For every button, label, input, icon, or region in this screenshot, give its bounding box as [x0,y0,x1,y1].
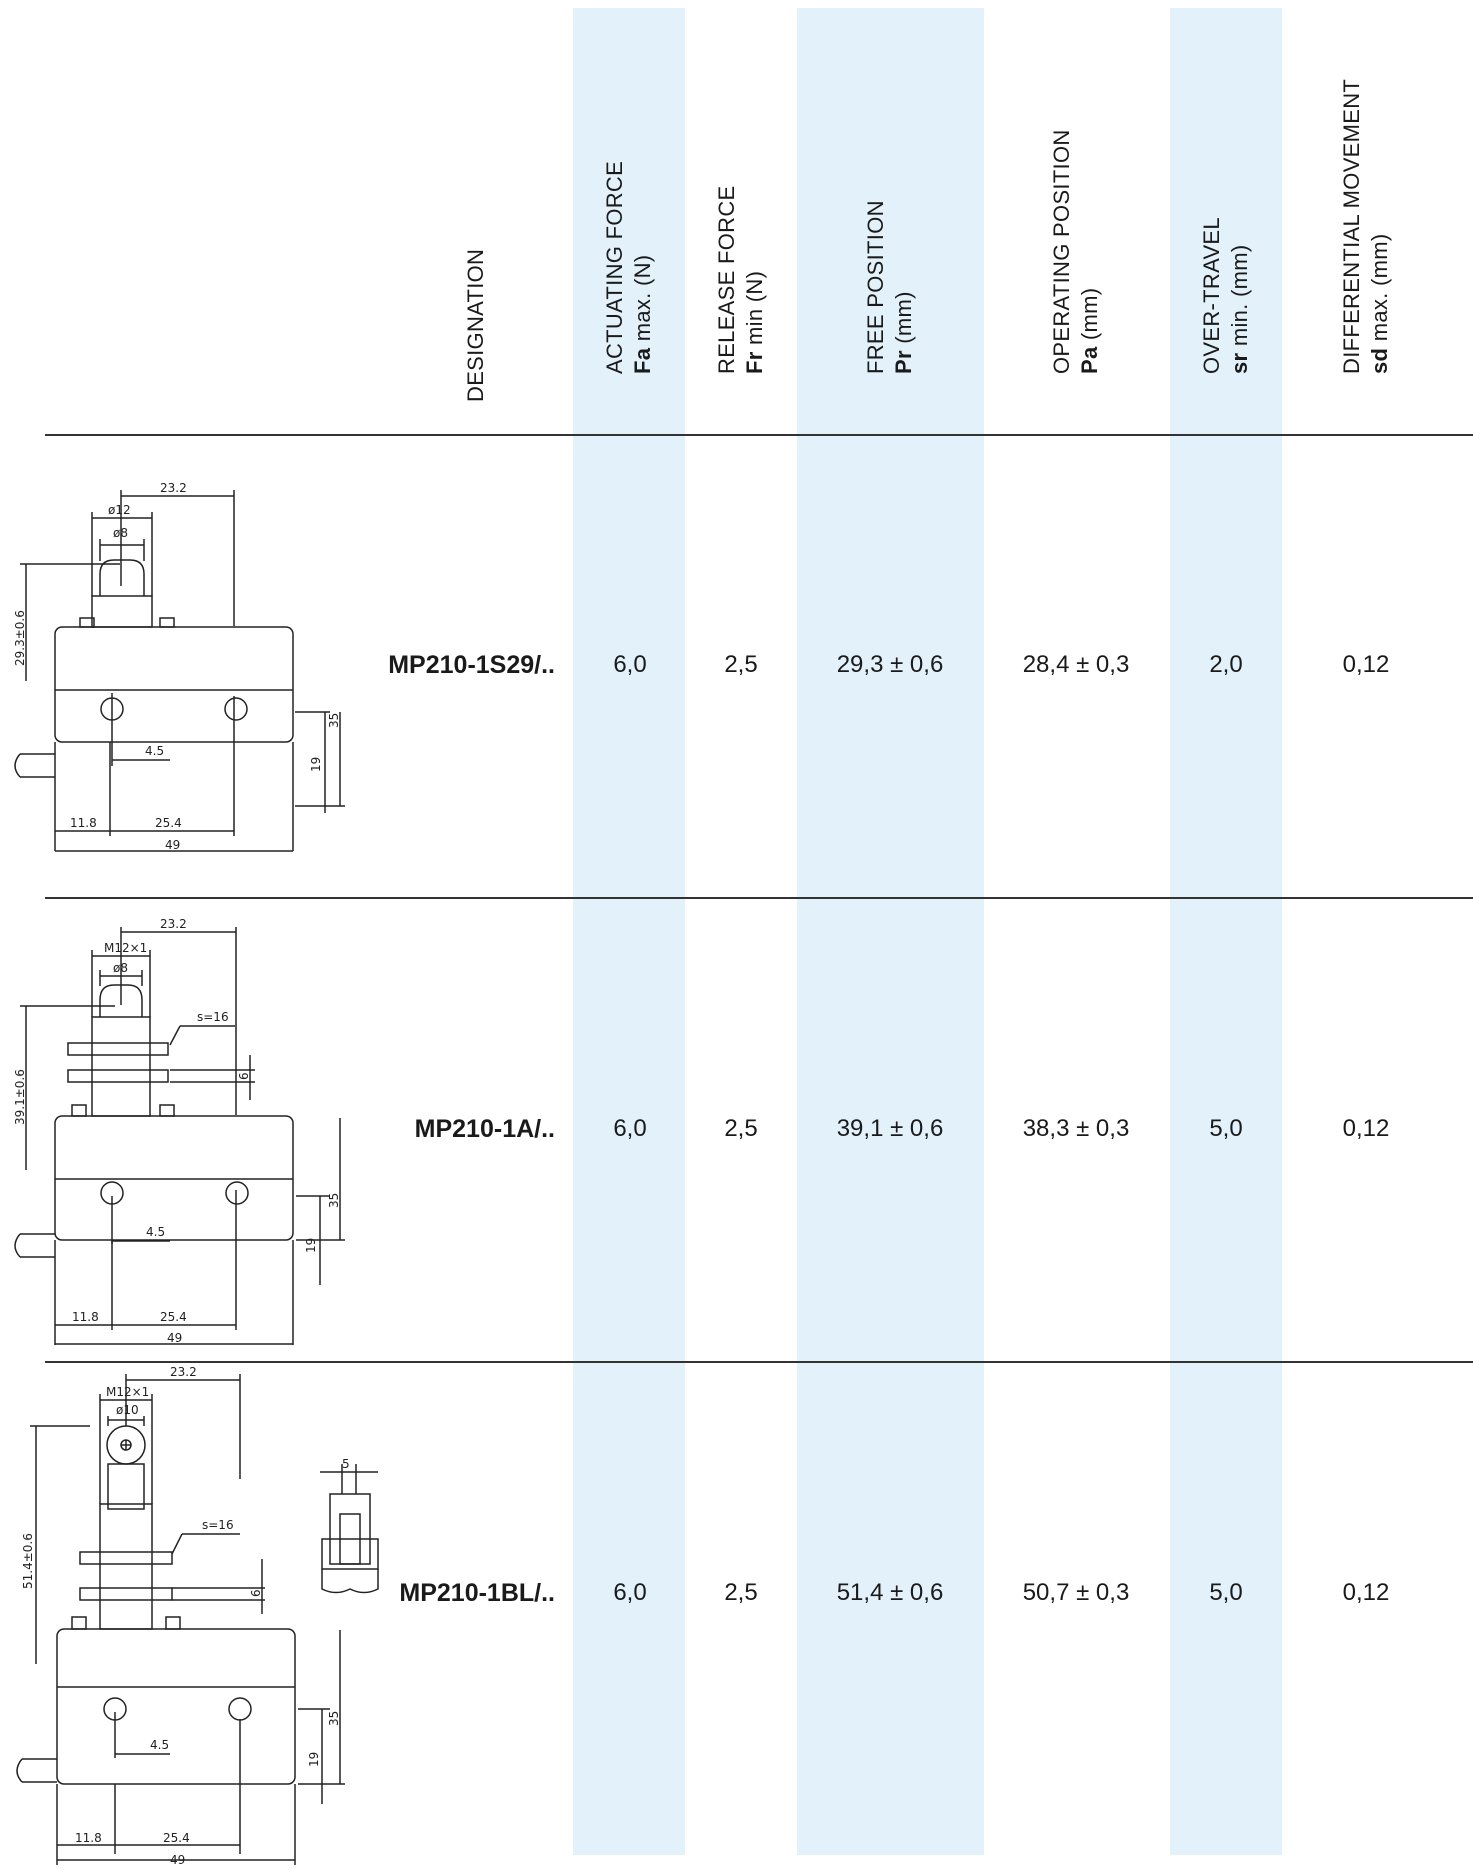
svg-text:M12×1: M12×1 [104,941,147,955]
row-divider [45,1361,1473,1363]
release-force-cell: 2,5 [724,651,758,678]
svg-text:29.3±0.6: 29.3±0.6 [13,610,27,666]
actuating-force-cell: 6,0 [613,651,647,678]
header-release-force: RELEASE FORCE Fr min (N) [714,185,767,374]
differential-movement-cell: 0,12 [1342,1115,1390,1142]
over-travel-cell: 2,0 [1209,651,1243,678]
row-divider [45,897,1473,899]
operating-position-cell: 50,7 ± 0,3 [1022,1579,1130,1606]
header-over-travel: OVER-TRAVEL sr min. (mm) [1199,217,1252,374]
technical-drawing: 23.2 ø12 ø8 4.5 11.8 25.4 49 29.3±0.6 19… [0,436,360,901]
header-operating-position: OPERATING POSITION Pa (mm) [1049,129,1102,374]
column-band-actuating-force [573,8,685,1855]
operating-position-cell: 28,4 ± 0,3 [1022,651,1130,678]
svg-text:11.8: 11.8 [75,1831,102,1845]
technical-drawing: 23.2 M12×1 ø8 s=16 6 4.5 11.8 25.4 49 39… [0,900,360,1365]
svg-text:M12×1: M12×1 [106,1385,149,1399]
svg-text:s=16: s=16 [197,1010,229,1024]
svg-text:35: 35 [327,713,341,728]
svg-text:6: 6 [249,1589,263,1597]
actuating-force-cell: 6,0 [613,1579,647,1606]
release-force-cell: 2,5 [724,1579,758,1606]
table-row: 23.2 ø12 ø8 4.5 11.8 25.4 49 29.3±0.6 19… [0,436,1473,896]
svg-text:19: 19 [307,1752,321,1767]
header-differential-movement: DIFFERENTIAL MOVEMENT sd max. (mm) [1339,78,1392,374]
differential-movement-cell: 0,12 [1342,1579,1390,1606]
column-band-free-position [797,8,984,1855]
svg-text:51.4±0.6: 51.4±0.6 [21,1533,35,1589]
svg-text:6: 6 [237,1072,251,1080]
designation-cell: MP210-1S29/.. [388,651,555,679]
svg-text:ø8: ø8 [113,961,128,975]
svg-text:ø12: ø12 [108,503,131,517]
over-travel-cell: 5,0 [1209,1579,1243,1606]
svg-text:19: 19 [304,1238,318,1253]
svg-text:25.4: 25.4 [163,1831,190,1845]
table-row: 23.2 M12×1 ø10 5 s=16 6 4.5 11.8 25.4 49… [0,1364,1473,1867]
svg-text:19: 19 [309,757,323,772]
actuating-force-cell: 6,0 [613,1115,647,1142]
header-divider [45,434,1473,436]
svg-text:35: 35 [327,1193,341,1208]
svg-text:49: 49 [165,838,180,852]
svg-text:11.8: 11.8 [70,816,97,830]
svg-text:49: 49 [167,1331,182,1345]
svg-text:5: 5 [342,1457,350,1471]
over-travel-cell: 5,0 [1209,1115,1243,1142]
designation-cell: MP210-1A/.. [414,1115,555,1143]
free-position-cell: 29,3 ± 0,6 [836,651,944,678]
free-position-cell: 51,4 ± 0,6 [836,1579,944,1606]
differential-movement-cell: 0,12 [1342,651,1390,678]
header-free-position: FREE POSITION Pr (mm) [863,200,916,374]
svg-text:39.1±0.6: 39.1±0.6 [13,1069,27,1125]
designation-cell: MP210-1BL/.. [399,1579,555,1607]
svg-text:49: 49 [170,1853,185,1865]
svg-text:23.2: 23.2 [160,917,187,931]
header-designation: DESIGNATION [463,248,488,402]
svg-text:23.2: 23.2 [170,1365,197,1379]
svg-text:25.4: 25.4 [155,816,182,830]
svg-text:4.5: 4.5 [150,1738,169,1752]
svg-text:4.5: 4.5 [145,744,164,758]
svg-text:ø8: ø8 [113,526,128,540]
svg-text:ø10: ø10 [116,1403,139,1417]
svg-text:s=16: s=16 [202,1518,234,1532]
svg-text:25.4: 25.4 [160,1310,187,1324]
release-force-cell: 2,5 [724,1115,758,1142]
table-row: 23.2 M12×1 ø8 s=16 6 4.5 11.8 25.4 49 39… [0,900,1473,1360]
svg-text:23.2: 23.2 [160,481,187,495]
svg-text:4.5: 4.5 [146,1225,165,1239]
operating-position-cell: 38,3 ± 0,3 [1022,1115,1130,1142]
svg-text:35: 35 [327,1711,341,1726]
column-band-over-travel [1170,8,1282,1855]
header-actuating-force: ACTUATING FORCE Fa max. (N) [602,160,655,374]
technical-drawing: 23.2 M12×1 ø10 5 s=16 6 4.5 11.8 25.4 49… [0,1364,400,1870]
free-position-cell: 39,1 ± 0,6 [836,1115,944,1142]
svg-text:11.8: 11.8 [72,1310,99,1324]
